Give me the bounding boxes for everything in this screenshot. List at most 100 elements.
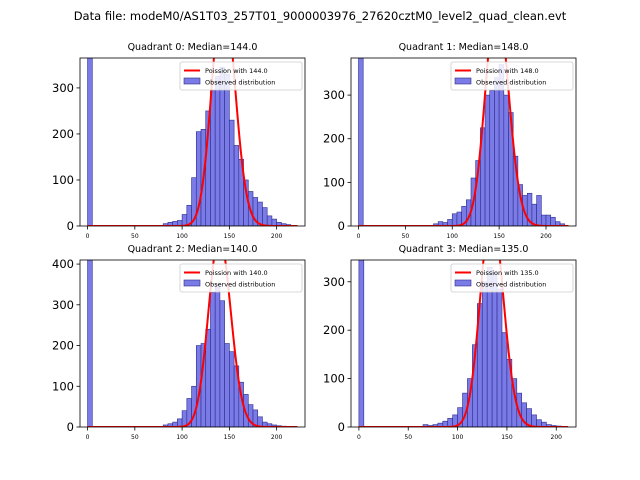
subplot-title: Quadrant 2: Median=140.0 [128,244,258,255]
histogram-bar [210,89,216,226]
histogram-bar [531,414,537,427]
histogram-bars [358,260,562,427]
histogram-bar [501,332,508,427]
legend-label-observed: Observed distribution [205,79,275,87]
y-tick-label: 300 [52,298,74,312]
x-tick-label: 200 [551,434,563,441]
legend-label-observed: Observed distribution [205,281,275,289]
y-tick-label: 300 [323,275,345,289]
histogram-bar [451,213,458,226]
histogram-bar [229,119,235,226]
legend: Poission with 135.0 Observed distribution [450,263,574,293]
x-tick-label: 100 [176,434,188,441]
x-tick-label: 50 [402,233,410,240]
subplot-quadrant-2: Quadrant 2: Median=140.0 0 50 100 150 200 0 100… [52,244,306,441]
histogram-bar [262,207,268,226]
legend: Poission with 140.0 Observed distribution [179,263,303,293]
y-tick-label: 100 [323,372,345,386]
histogram-bar [210,292,216,427]
x-tick-label: 200 [540,233,552,240]
histogram-bar [219,66,225,226]
legend-label-poisson: Poission with 135.0 [476,269,539,277]
legend: Poission with 148.0 Observed distribution [450,61,574,91]
histogram-bar [541,214,547,226]
x-tick-label: 150 [501,434,513,441]
axes-frame [79,57,306,227]
histogram-bar [447,417,453,427]
poisson-curve [87,58,298,226]
histogram-bar [224,73,230,226]
histogram-bar [87,260,93,427]
legend-label-observed: Observed distribution [476,79,546,87]
histogram-bar [489,90,495,226]
legend-label-poisson: Poission with 148.0 [476,67,539,75]
y-tick-label: 0 [67,219,74,233]
subplot-quadrant-3: Quadrant 3: Median=135.0 0 50 100 150 200 0 100… [323,244,577,441]
x-tick-label: 200 [271,233,283,240]
x-tick-label: 150 [224,434,236,441]
x-tick-label: 150 [493,233,505,240]
histogram-bar [503,94,509,226]
histogram-bar [484,94,491,226]
histogram-bar [456,211,462,226]
histogram-bar [233,145,240,226]
histogram-bar [358,58,364,226]
subplot-title: Quadrant 3: Median=135.0 [399,244,529,255]
histogram-bar [491,271,498,427]
histogram-bar [358,260,365,427]
histogram-bar [536,195,542,226]
x-tick-label: 0 [357,434,361,441]
x-tick-label: 150 [224,233,236,240]
subplot-quadrant-1: Quadrant 1: Median=148.0 0 50 100 150 200 0 100… [323,42,577,240]
y-tick-label: 0 [338,219,345,233]
legend-label-observed: Observed distribution [476,281,546,289]
legend-box [179,263,303,293]
legend-bar-swatch [454,77,472,85]
x-tick-label: 50 [131,233,139,240]
histogram-bar [545,214,551,226]
poisson-curve [358,58,569,226]
histogram-bar [205,328,211,427]
y-tick-label: 200 [323,132,345,146]
legend: Poission with 144.0 Observed distribution [179,61,303,91]
x-tick-label: 200 [271,434,283,441]
histogram-bar [224,343,230,427]
x-tick-label: 50 [131,434,139,441]
legend-box [179,61,303,91]
histogram-bar [219,300,225,427]
legend-bar-swatch [183,77,201,85]
histogram-bar [550,216,556,226]
legend-bar-swatch [454,279,472,287]
histogram-bar [266,215,273,226]
axes-frame [350,259,577,428]
y-tick-label: 200 [52,339,74,353]
poisson-curve [358,260,569,427]
x-tick-label: 50 [404,434,412,441]
histogram-bar [496,288,503,427]
subplots: Quadrant 0: Median=144.0 0 50 100 150 200 0 100… [52,42,577,441]
histogram-bar [181,214,188,226]
histogram-bar [214,76,221,226]
subplot-quadrant-0: Quadrant 0: Median=144.0 0 50 100 150 200 0 100… [52,42,306,240]
legend-box [450,61,574,91]
subplot-title: Quadrant 0: Median=144.0 [128,42,258,53]
subplot-title: Quadrant 1: Median=148.0 [399,42,529,53]
y-tick-label: 400 [52,257,74,271]
histogram-bar [87,58,93,226]
y-tick-label: 100 [323,175,345,189]
y-tick-label: 100 [52,173,74,187]
y-tick-label: 300 [323,88,345,102]
x-tick-label: 100 [447,233,459,240]
legend-box [450,263,574,293]
axes-frame [350,57,577,227]
figure-title: Data file: modeM0/AS1T03_257T01_90000039… [74,9,567,23]
x-tick-label: 0 [357,233,361,240]
y-tick-label: 0 [67,420,74,434]
histogram-bar [494,77,500,226]
histogram-bar [481,281,488,427]
y-tick-label: 100 [52,379,74,393]
axes-frame [79,259,306,428]
y-tick-label: 200 [323,323,345,337]
y-tick-label: 300 [52,81,74,95]
